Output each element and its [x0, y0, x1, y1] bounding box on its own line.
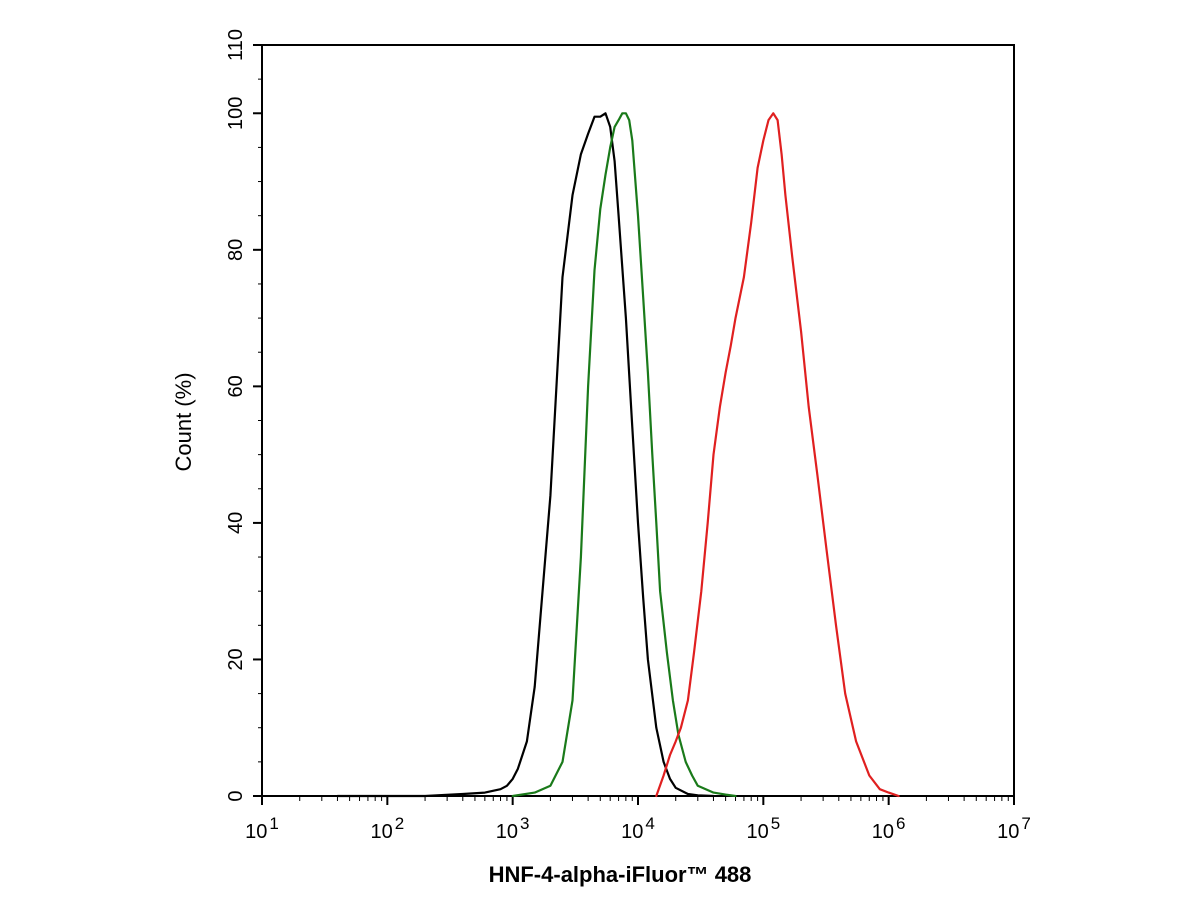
plot-frame	[261, 44, 1015, 797]
x-tick-label: 10 5	[746, 814, 780, 843]
y-tick-label: 20	[225, 648, 247, 670]
axis-ticks	[253, 44, 1015, 805]
series-lines	[336, 112, 900, 798]
y-tick-label: 40	[225, 512, 247, 534]
y-tick-label: 100	[225, 97, 247, 130]
x-tick-label: 10 4	[621, 814, 655, 843]
series-line-3	[655, 112, 900, 798]
series-line-2	[511, 112, 737, 798]
x-tick-label: 10 2	[370, 814, 404, 843]
x-tick-label: 10 1	[245, 814, 279, 843]
y-tick-label: 60	[225, 375, 247, 397]
x-tick-label: 10 7	[997, 814, 1031, 843]
x-tick-label: 10 3	[496, 814, 530, 843]
y-tick-label: 0	[225, 790, 247, 801]
x-axis-label: HNF-4-alpha-iFluor™ 488	[489, 862, 752, 887]
x-tick-label: 10 6	[872, 814, 906, 843]
y-tick-label: 110	[225, 29, 247, 61]
tick-labels: 10 1 10 2 10 3 10 4 10 5 10 6 10 7 0 20 40 60 80 100 110	[225, 29, 1031, 843]
y-axis-label: Count (%)	[171, 372, 196, 471]
y-tick-label: 80	[225, 239, 247, 261]
series-line-1	[336, 112, 715, 798]
